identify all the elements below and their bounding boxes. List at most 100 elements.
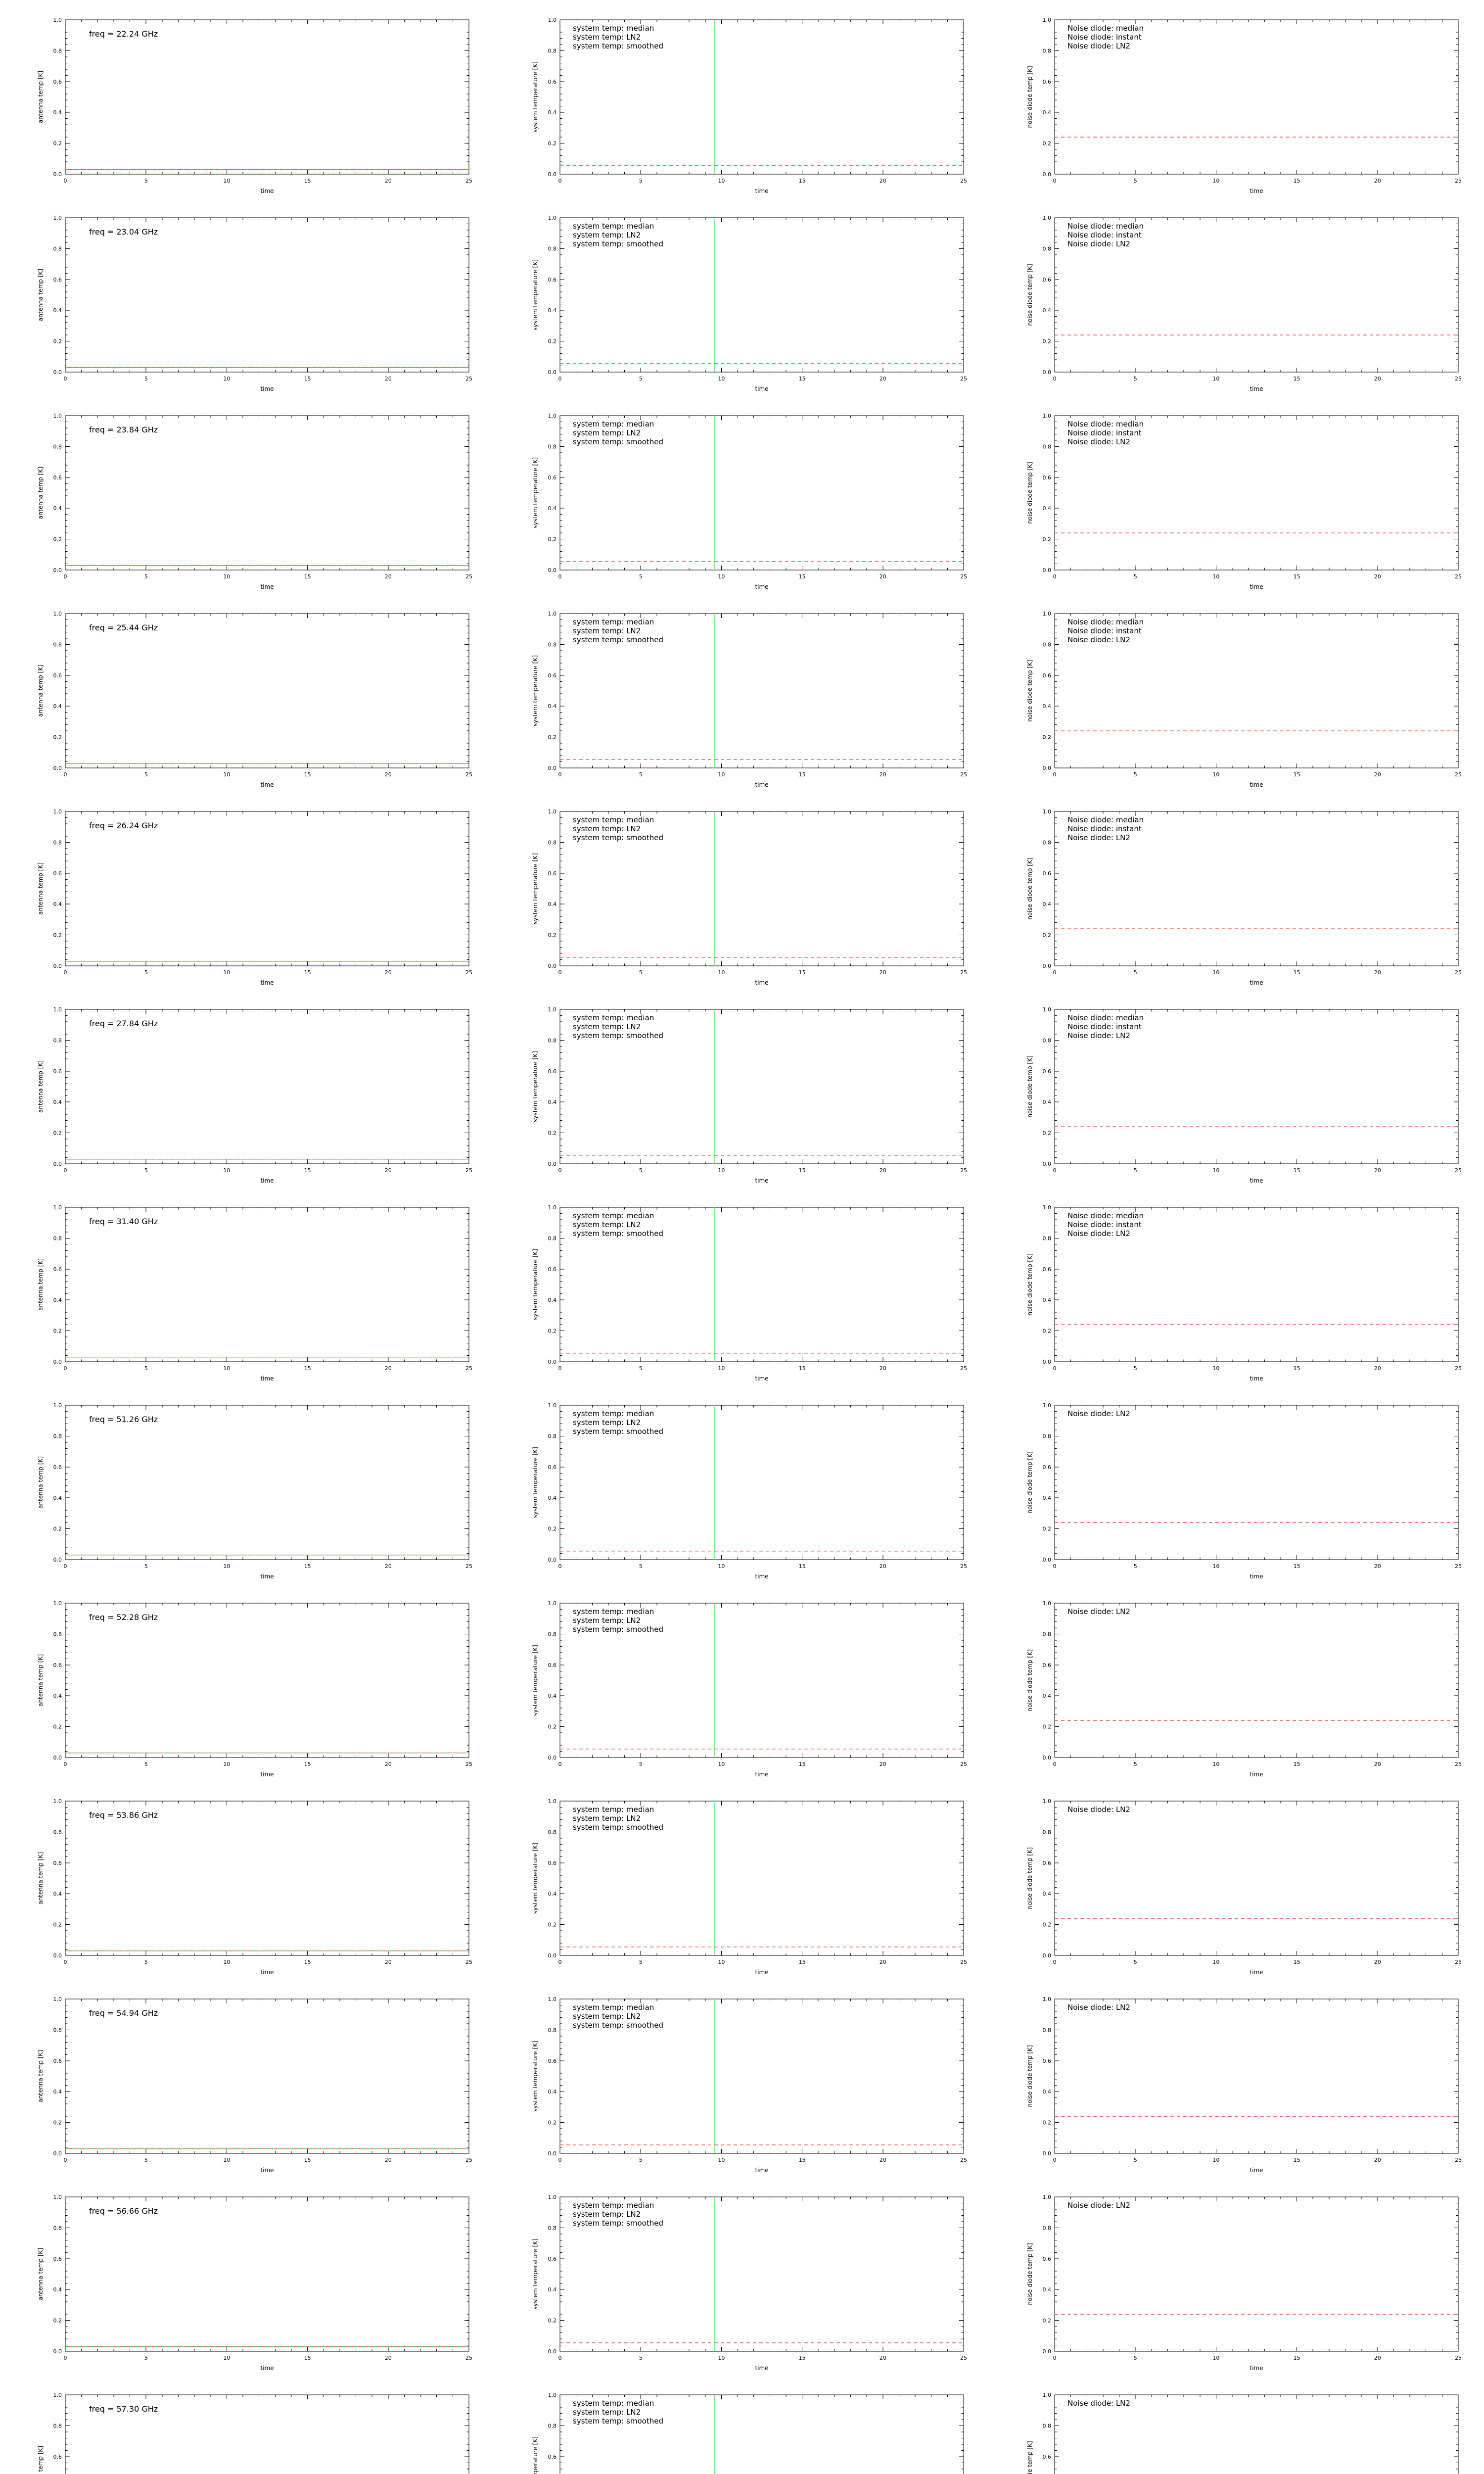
y-axis-label: noise diode temp [K] — [1026, 66, 1033, 128]
y-tick-label: 0.0 — [53, 1359, 62, 1365]
y-tick-label: 0.6 — [548, 1860, 557, 1866]
x-tick-label: 25 — [465, 771, 472, 778]
y-tick-label: 0.0 — [1043, 1755, 1052, 1761]
freq-label: freq = 52.28 GHz — [89, 1613, 158, 1622]
y-tick-label: 1.0 — [53, 809, 62, 815]
y-tick-label: 0.6 — [1043, 2454, 1052, 2460]
plot-frame — [559, 811, 964, 966]
y-tick-label: 0.8 — [548, 1433, 557, 1439]
axis-ticks — [1054, 1998, 1459, 2154]
x-tick-label: 10 — [718, 573, 725, 580]
x-axis-label: time — [755, 2167, 768, 2174]
x-tick-label: 20 — [385, 1167, 392, 1174]
y-tick-label: 0.8 — [548, 641, 557, 648]
y-tick-label: 0.8 — [548, 1631, 557, 1637]
axis-ticks — [65, 613, 469, 768]
y-axis-label: system temperature [K] — [532, 1843, 539, 1914]
x-axis-label: time — [755, 1771, 768, 1778]
plot-canvas: 0 5 10 15 20 25 0.0 0.2 0.4 0.6 0.8 1.0 time system t… — [532, 1798, 967, 1976]
legend-entry: system temp: smoothed — [573, 1823, 663, 1832]
x-tick-label: 15 — [304, 1167, 311, 1174]
x-tick-label: 5 — [144, 1761, 148, 1767]
x-tick-label: 25 — [960, 573, 967, 580]
plot-canvas: 0 5 10 15 20 25 0.0 0.2 0.4 0.6 0.8 1.0 time system t… — [532, 1204, 967, 1382]
y-tick-label: 1.0 — [53, 1402, 62, 1409]
y-tick-label: 0.4 — [1043, 2089, 1052, 2095]
x-tick-label: 15 — [799, 969, 806, 976]
y-tick-label: 0.4 — [1043, 703, 1052, 710]
plot-canvas: 0 5 10 15 20 25 0.0 0.2 0.4 0.6 0.8 1.0 time noise di… — [1026, 215, 1462, 392]
x-tick-label: 5 — [1134, 771, 1137, 778]
y-tick-label: 0.4 — [548, 109, 557, 116]
x-tick-label: 0 — [64, 178, 67, 184]
plot-frame — [559, 1801, 964, 1956]
x-tick-label: 15 — [304, 1959, 311, 1965]
y-tick-label: 1.0 — [1043, 1402, 1052, 1409]
x-tick-label: 20 — [1374, 1563, 1381, 1570]
x-tick-label: 5 — [1134, 178, 1137, 184]
y-tick-label: 0.8 — [1043, 1631, 1052, 1637]
y-axis-label: antenna temp [K] — [37, 1456, 44, 1509]
x-tick-label: 0 — [558, 1563, 562, 1570]
legend-entry: Noise diode: instant — [1067, 626, 1142, 635]
x-tick-label: 5 — [1134, 1761, 1137, 1767]
y-tick-label: 0.4 — [53, 901, 62, 907]
legend-entry: system temp: smoothed — [573, 1031, 663, 1040]
x-tick-label: 0 — [1053, 771, 1057, 778]
x-tick-label: 5 — [1134, 1563, 1137, 1570]
chart-cell-r11-c1: 0 5 10 15 20 25 0.0 0.2 0.4 0.6 0.8 1.0 time antenna … — [0, 1979, 495, 2177]
plot-canvas: 0 5 10 15 20 25 0.0 0.2 0.4 0.6 0.8 1.0 time system t… — [532, 1402, 967, 1580]
x-tick-label: 20 — [880, 1761, 886, 1767]
x-tick-label: 10 — [223, 1563, 230, 1570]
plot-frame — [65, 1801, 469, 1956]
x-axis-label: time — [1250, 1771, 1263, 1778]
y-tick-label: 0.6 — [1043, 1068, 1052, 1075]
x-tick-label: 25 — [465, 1167, 472, 1174]
x-tick-label: 15 — [304, 1563, 311, 1570]
plot-canvas: 0 5 10 15 20 25 0.0 0.2 0.4 0.6 0.8 1.0 time antenna … — [37, 215, 472, 392]
legend-entry: system temp: smoothed — [573, 2417, 663, 2426]
x-axis-label: time — [260, 979, 274, 986]
y-axis-label: system temperature [K] — [532, 2238, 539, 2310]
legend-entry: Noise diode: LN2 — [1067, 239, 1130, 248]
y-tick-label: 0.0 — [548, 369, 557, 376]
plot-frame — [1054, 613, 1459, 768]
x-tick-label: 25 — [960, 771, 967, 778]
x-tick-label: 10 — [1212, 376, 1219, 382]
y-tick-label: 0.2 — [53, 2120, 62, 2126]
x-tick-label: 25 — [465, 1761, 472, 1767]
y-tick-label: 1.0 — [548, 1204, 557, 1211]
x-tick-label: 0 — [64, 573, 67, 580]
freq-label: freq = 26.24 GHz — [89, 821, 158, 830]
x-axis-label: time — [260, 1375, 274, 1382]
x-axis-label: time — [1250, 781, 1263, 788]
x-tick-label: 15 — [304, 2157, 311, 2163]
y-tick-label: 0.0 — [53, 1557, 62, 1563]
plot-frame — [65, 415, 469, 571]
legend-entry: Noise diode: LN2 — [1067, 833, 1130, 842]
x-tick-label: 20 — [1374, 969, 1381, 976]
y-axis-label: system temperature [K] — [532, 259, 539, 331]
y-tick-label: 0.4 — [1043, 2286, 1052, 2293]
x-tick-label: 25 — [1455, 969, 1462, 976]
plot-canvas: 0 5 10 15 20 25 0.0 0.2 0.4 0.6 0.8 1.0 time noise di… — [1026, 1600, 1462, 1778]
x-tick-label: 10 — [1212, 2355, 1219, 2361]
y-tick-label: 0.0 — [548, 171, 557, 178]
chart-cell-r1-c1: 0 5 10 15 20 25 0.0 0.2 0.4 0.6 0.8 1.0 time antenna … — [0, 0, 495, 198]
x-tick-label: 0 — [1053, 376, 1057, 382]
y-tick-label: 1.0 — [548, 215, 557, 221]
y-tick-label: 0.6 — [1043, 1464, 1052, 1471]
y-axis-label: noise diode temp [K] — [1026, 2441, 1033, 2474]
y-tick-label: 0.0 — [53, 963, 62, 969]
y-axis-label: noise diode temp [K] — [1026, 462, 1033, 523]
axis-ticks — [559, 415, 964, 571]
x-axis-label: time — [1250, 979, 1263, 986]
y-axis-label: system temperature [K] — [532, 61, 539, 133]
axis-ticks — [65, 415, 469, 571]
y-tick-label: 0.6 — [1043, 2058, 1052, 2064]
x-tick-label: 15 — [304, 178, 311, 184]
x-tick-label: 10 — [718, 1761, 725, 1767]
y-tick-label: 0.6 — [548, 1266, 557, 1273]
x-tick-label: 5 — [639, 573, 643, 580]
y-tick-label: 0.6 — [53, 475, 62, 481]
